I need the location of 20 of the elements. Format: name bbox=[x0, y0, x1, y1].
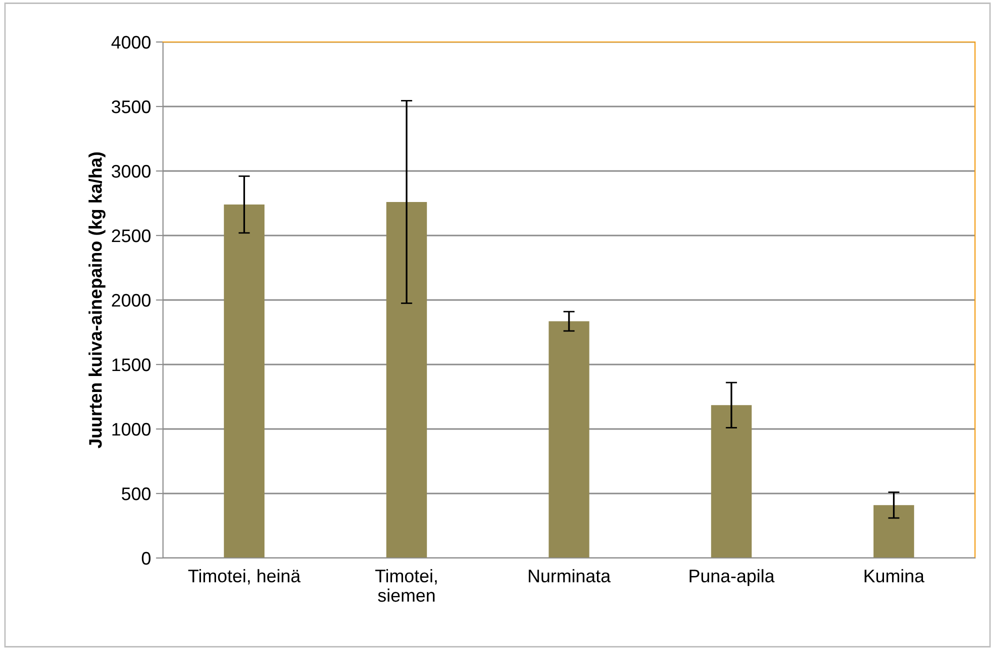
y-axis-title: Juurten kuiva-ainepaino (kg ka/ha) bbox=[88, 152, 106, 448]
y-tick-label: 3500 bbox=[112, 100, 150, 114]
bar bbox=[548, 321, 590, 558]
bar bbox=[711, 405, 752, 558]
x-tick-label: Timotei, siemen bbox=[375, 569, 437, 602]
y-tick-label: 2000 bbox=[112, 294, 150, 307]
bar bbox=[874, 505, 914, 558]
x-tick-label: Nurminata bbox=[528, 569, 611, 582]
y-tick-label: 1500 bbox=[112, 358, 150, 372]
x-tick-label: Puna-apila bbox=[690, 569, 775, 586]
bar bbox=[224, 204, 264, 558]
x-tick-label: Kumina bbox=[864, 569, 924, 582]
y-tick-label: 0 bbox=[142, 552, 150, 565]
y-tick-label: 1000 bbox=[112, 422, 150, 436]
y-tick-label: 3000 bbox=[112, 164, 150, 178]
bar bbox=[386, 202, 427, 558]
y-tick-label: 500 bbox=[122, 487, 150, 500]
y-tick-label: 2500 bbox=[112, 229, 150, 242]
x-tick-label: Timotei, heinä bbox=[188, 569, 301, 585]
y-tick-label: 4000 bbox=[111, 36, 150, 49]
